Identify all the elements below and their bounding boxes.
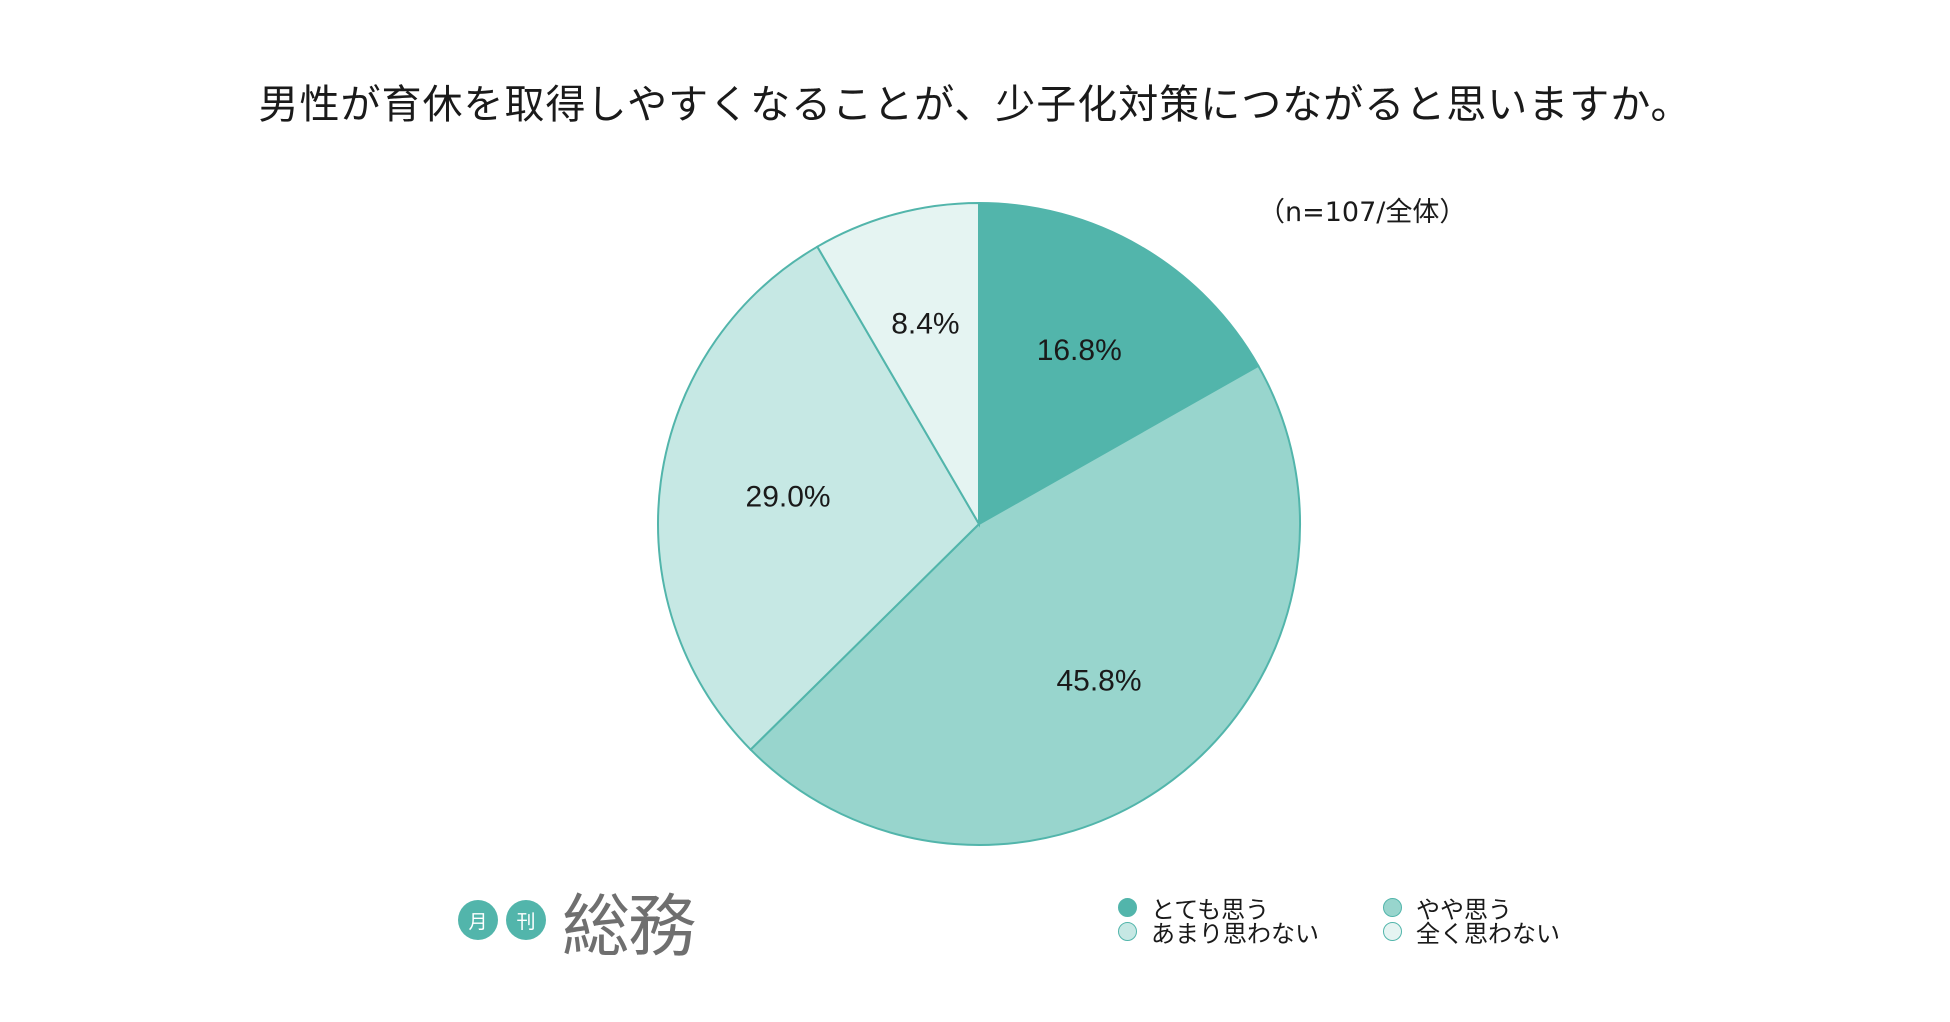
publication-logo: 月 刊 総務 bbox=[458, 880, 696, 967]
legend-item-yaya: やや思う bbox=[1383, 890, 1512, 925]
slice-label-yaya: 45.8% bbox=[1056, 665, 1141, 698]
legend-label: あまり思わない bbox=[1151, 920, 1319, 948]
legend-item-totemo: とても思う bbox=[1118, 890, 1269, 925]
legend-swatch bbox=[1383, 922, 1402, 941]
slice-label-mattaku: 8.4% bbox=[891, 308, 959, 341]
slice-mattaku bbox=[815, 201, 980, 528]
legend-item-mattaku: 全く思わない bbox=[1383, 914, 1560, 949]
chart-title: 男性が育休を取得しやすくなることが、少子化対策につながると思いますか。 bbox=[258, 82, 1692, 128]
legend-swatch bbox=[1118, 922, 1137, 941]
legend-label: やや思う bbox=[1416, 896, 1512, 924]
slice-yaya bbox=[749, 364, 1301, 847]
slice-totemo bbox=[978, 201, 1260, 526]
legend-swatch bbox=[1383, 898, 1402, 917]
logo-wordmark: 総務 bbox=[562, 887, 696, 967]
legend-label: 全く思わない bbox=[1416, 920, 1560, 948]
logo-badge-kan: 刊 bbox=[506, 900, 546, 940]
legend-label: とても思う bbox=[1151, 896, 1270, 924]
slice-label-totemo: 16.8% bbox=[1037, 334, 1122, 367]
legend-swatch bbox=[1118, 898, 1137, 917]
slice-amari bbox=[657, 245, 981, 751]
sample-size-note: （n=107/全体） bbox=[1258, 197, 1467, 228]
legend-item-amari: あまり思わない bbox=[1118, 914, 1319, 949]
slice-label-amari: 29.0% bbox=[746, 481, 831, 514]
logo-badge-getsu: 月 bbox=[458, 900, 498, 940]
